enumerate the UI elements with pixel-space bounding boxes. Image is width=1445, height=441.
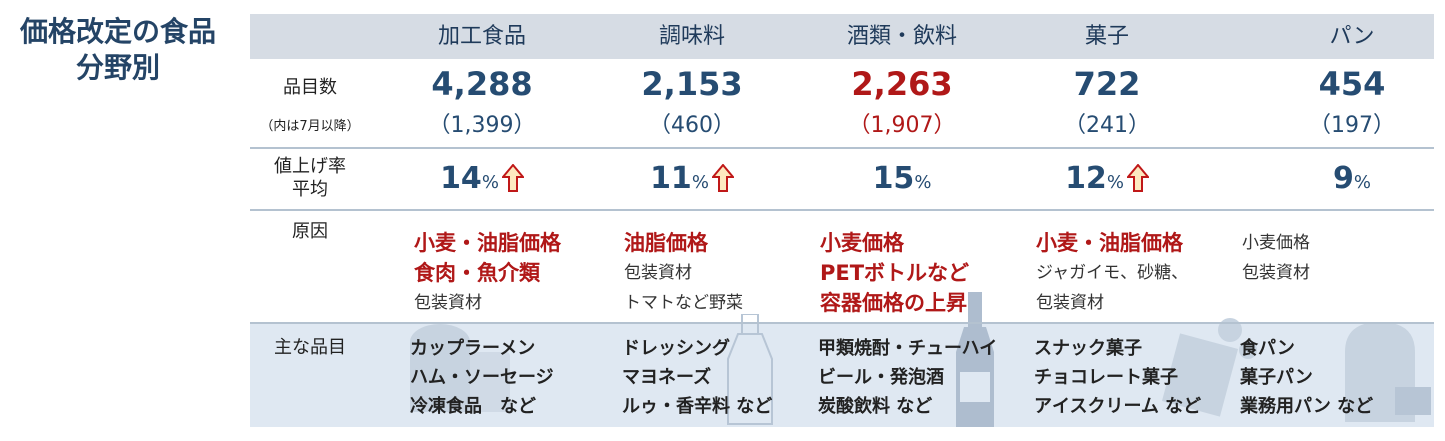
header-band: [250, 14, 1434, 59]
cause-main: PETボトルなど: [820, 261, 970, 285]
column-header: 酒類・飲料: [846, 24, 957, 49]
page-title: 価格改定の食品 分野別: [0, 14, 236, 86]
item-line: 甲類焼酎・チューハイ: [818, 338, 998, 359]
items-cell: カップラーメン ハム・ソーセージ 冷凍食品 など: [410, 334, 600, 421]
rate-value: 11: [650, 161, 692, 196]
count-value: 4,288: [431, 65, 533, 103]
separator-items: [250, 322, 1434, 324]
count-since-july: （241）: [1064, 113, 1150, 138]
count-since-july: （1,907）: [848, 113, 956, 138]
item-line: 菓子パン: [1240, 367, 1313, 388]
row-label-cause: 原因: [292, 221, 328, 242]
rate-value: 9: [1333, 161, 1354, 196]
items-cell: 食パン 菓子パン 業務用パン など: [1240, 334, 1430, 421]
rate-unit: %: [1353, 172, 1371, 193]
rate-cell: 9%: [1270, 159, 1434, 199]
cause-main: 小麦・油脂価格: [1036, 231, 1183, 255]
items-cell: 甲類焼酎・チューハイ ビール・発泡酒 炭酸飲料 など: [818, 334, 1028, 421]
rate-unit: %: [1106, 172, 1124, 193]
cause-sub: 包装資材: [414, 293, 482, 313]
row-label-items: 主な品目: [274, 337, 346, 358]
bottle-illustration: [727, 314, 773, 425]
cause-cell: 小麦価格 PETボトルなど 容器価格の上昇: [820, 228, 1010, 318]
up-arrow-icon: [710, 163, 736, 192]
item-line: ルゥ・香辛料 など: [622, 396, 773, 417]
cause-sub: ジャガイモ、砂糖、: [1036, 263, 1189, 283]
price-table: 加工食品 調味料 酒類・飲料 菓子 パン 品目数 （内は7月以降） 値上げ率 平…: [250, 14, 1434, 427]
cause-sub: 包装資材: [1242, 263, 1310, 283]
rate-value: 15: [872, 161, 915, 196]
row-label-count-note: （内は7月以降）: [260, 119, 360, 134]
items-cell: スナック菓子 チョコレート菓子 アイスクリーム など: [1034, 334, 1234, 421]
item-line: マヨネーズ: [622, 367, 712, 388]
bread-illustration: [1345, 322, 1431, 422]
rate-cell: 12%: [1025, 159, 1189, 199]
title-line-1: 価格改定の食品: [19, 15, 216, 48]
rate-unit: %: [691, 172, 709, 193]
rate-unit: %: [481, 172, 499, 193]
cause-main: 油脂価格: [624, 231, 708, 255]
count-since-july: （197）: [1309, 113, 1395, 138]
rate-cell: 11%: [610, 159, 774, 199]
item-line: アイスクリーム など: [1034, 396, 1202, 417]
column-header: 調味料: [658, 24, 725, 49]
rate-cell: 14%: [400, 159, 564, 199]
cause-main: 食肉・魚介類: [414, 261, 540, 285]
wine-bottle-illustration: [956, 292, 994, 427]
item-line: 冷凍食品 など: [410, 396, 536, 417]
item-line: 炭酸飲料 など: [818, 396, 933, 417]
rate-value: 14: [440, 161, 482, 196]
cause-sub: 小麦価格: [1242, 233, 1310, 253]
cause-cell: 小麦価格 包装資材: [1242, 228, 1422, 288]
rate-label-line-1: 値上げ率: [274, 156, 346, 177]
column-header: 菓子: [1084, 24, 1129, 49]
cause-sub: 包装資材: [624, 263, 692, 283]
count-value: 2,153: [641, 65, 743, 103]
cause-main: 小麦・油脂価格: [414, 231, 561, 255]
items-cell: ドレッシング マヨネーズ ルゥ・香辛料 など: [622, 334, 812, 421]
cause-main: 小麦価格: [820, 231, 904, 255]
count-value: 2,263: [851, 65, 953, 103]
item-line: チョコレート菓子: [1034, 367, 1178, 388]
count-since-july: （1,399）: [428, 113, 536, 138]
cause-sub: 包装資材: [1036, 293, 1104, 313]
food-can-illustration: [410, 324, 510, 412]
separator-rate: [250, 147, 1434, 149]
row-label-rate: 値上げ率 平均: [250, 155, 370, 201]
rate-unit: %: [914, 172, 932, 193]
count-value: 722: [1073, 65, 1141, 103]
item-line: 食パン: [1240, 338, 1295, 359]
up-arrow-icon: [500, 163, 526, 192]
row-label-count: 品目数: [283, 77, 337, 98]
cause-main: 容器価格の上昇: [820, 291, 967, 315]
item-line: ハム・ソーセージ: [410, 367, 554, 388]
cause-sub: トマトなど野菜: [624, 293, 743, 313]
item-line: カップラーメン: [410, 338, 536, 359]
count-value: 454: [1318, 65, 1386, 103]
item-line: ビール・発泡酒: [818, 367, 944, 388]
item-line: スナック菓子: [1034, 338, 1142, 359]
rate-value: 12: [1065, 161, 1107, 196]
cause-cell: 油脂価格 包装資材 トマトなど野菜: [624, 228, 804, 318]
rate-cell: 15%: [815, 159, 989, 199]
snack-illustration: [1161, 318, 1257, 417]
cause-cell: 小麦・油脂価格 ジャガイモ、砂糖、 包装資材: [1036, 228, 1226, 318]
title-line-2: 分野別: [75, 51, 160, 84]
column-header: パン: [1329, 24, 1375, 49]
up-arrow-icon: [1125, 163, 1151, 192]
item-line: 業務用パン など: [1240, 396, 1374, 417]
item-line: ドレッシング: [622, 338, 730, 359]
column-header: 加工食品: [437, 24, 526, 49]
cause-cell: 小麦・油脂価格 食肉・魚介類 包装資材: [414, 228, 594, 318]
rate-label-line-2: 平均: [292, 179, 328, 200]
count-since-july: （460）: [649, 113, 735, 138]
separator-cause: [250, 209, 1434, 211]
